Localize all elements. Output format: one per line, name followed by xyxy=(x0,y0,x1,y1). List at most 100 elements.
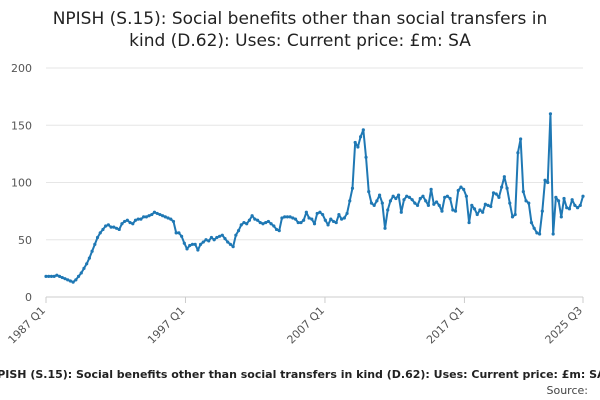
data-point[interactable] xyxy=(161,214,165,218)
data-point[interactable] xyxy=(169,217,173,221)
data-point[interactable] xyxy=(546,180,550,185)
data-point[interactable] xyxy=(396,193,401,197)
data-point[interactable] xyxy=(44,274,48,278)
data-point[interactable] xyxy=(516,151,520,155)
data-point[interactable] xyxy=(481,210,485,214)
data-point[interactable] xyxy=(472,207,477,211)
data-point[interactable] xyxy=(559,215,563,219)
data-point[interactable] xyxy=(342,216,346,220)
data-point[interactable] xyxy=(171,219,176,224)
data-point[interactable] xyxy=(307,216,311,220)
data-point[interactable] xyxy=(567,207,572,211)
data-point[interactable] xyxy=(367,190,371,194)
data-point[interactable] xyxy=(429,187,433,191)
data-point[interactable] xyxy=(570,198,574,202)
data-point[interactable] xyxy=(361,128,365,132)
data-point[interactable] xyxy=(315,211,319,216)
data-point[interactable] xyxy=(386,208,390,212)
data-point[interactable] xyxy=(158,212,162,217)
data-point[interactable] xyxy=(188,243,192,248)
data-point[interactable] xyxy=(377,193,382,197)
data-point[interactable] xyxy=(150,212,154,217)
data-point[interactable] xyxy=(581,194,585,198)
data-point[interactable] xyxy=(76,274,81,278)
data-point[interactable] xyxy=(87,256,91,260)
data-point[interactable] xyxy=(139,217,143,221)
data-point[interactable] xyxy=(410,198,414,202)
data-point[interactable] xyxy=(364,155,368,159)
data-point[interactable] xyxy=(321,212,325,217)
data-point[interactable] xyxy=(524,199,528,203)
data-point[interactable] xyxy=(299,220,303,225)
data-point[interactable] xyxy=(394,196,398,201)
data-point[interactable] xyxy=(220,233,224,237)
data-point[interactable] xyxy=(312,222,317,226)
data-point[interactable] xyxy=(293,217,298,221)
data-point[interactable] xyxy=(228,242,233,246)
data-point[interactable] xyxy=(475,212,479,217)
data-point[interactable] xyxy=(95,235,100,240)
data-point[interactable] xyxy=(223,237,227,241)
data-point[interactable] xyxy=(114,226,119,230)
data-point[interactable] xyxy=(74,278,78,282)
data-point[interactable] xyxy=(462,187,466,191)
data-point[interactable] xyxy=(274,227,279,232)
data-point[interactable] xyxy=(302,218,306,222)
data-point[interactable] xyxy=(432,202,436,206)
data-point[interactable] xyxy=(242,220,246,225)
data-point[interactable] xyxy=(68,279,73,283)
data-point[interactable] xyxy=(264,220,268,225)
data-point[interactable] xyxy=(329,217,333,221)
data-point[interactable] xyxy=(79,271,83,275)
data-point[interactable] xyxy=(142,215,146,219)
data-point[interactable] xyxy=(478,208,482,212)
data-point[interactable] xyxy=(562,196,566,201)
data-point[interactable] xyxy=(180,234,184,238)
data-point[interactable] xyxy=(421,194,425,198)
data-point[interactable] xyxy=(407,195,412,199)
data-point[interactable] xyxy=(52,274,56,278)
data-point[interactable] xyxy=(445,194,449,198)
data-point[interactable] xyxy=(131,222,135,226)
data-point[interactable] xyxy=(163,215,167,219)
data-point[interactable] xyxy=(63,277,67,281)
data-point[interactable] xyxy=(369,201,374,205)
data-point[interactable] xyxy=(285,215,289,219)
data-point[interactable] xyxy=(451,208,455,212)
data-point[interactable] xyxy=(464,194,468,198)
data-point[interactable] xyxy=(448,196,452,201)
data-point[interactable] xyxy=(104,224,108,228)
data-point[interactable] xyxy=(177,231,181,235)
data-point[interactable] xyxy=(120,222,124,226)
data-point[interactable] xyxy=(453,209,458,213)
data-point[interactable] xyxy=(193,242,197,246)
data-point[interactable] xyxy=(521,190,525,194)
data-point[interactable] xyxy=(136,217,140,221)
data-point[interactable] xyxy=(123,219,127,224)
data-point[interactable] xyxy=(49,274,54,278)
data-point[interactable] xyxy=(318,210,322,214)
data-point[interactable] xyxy=(519,137,523,141)
data-point[interactable] xyxy=(470,203,474,207)
data-point[interactable] xyxy=(510,215,515,219)
data-point[interactable] xyxy=(272,224,276,228)
data-point[interactable] xyxy=(310,217,314,221)
data-point[interactable] xyxy=(201,240,205,244)
data-point[interactable] xyxy=(573,203,577,207)
data-point[interactable] xyxy=(456,188,460,193)
data-point[interactable] xyxy=(348,199,352,203)
data-point[interactable] xyxy=(207,239,211,243)
data-point[interactable] xyxy=(575,206,580,210)
data-point[interactable] xyxy=(350,186,355,190)
data-point[interactable] xyxy=(288,215,292,219)
data-point[interactable] xyxy=(405,194,409,198)
data-point[interactable] xyxy=(500,185,504,189)
data-point[interactable] xyxy=(253,217,257,221)
data-point[interactable] xyxy=(375,199,379,203)
data-point[interactable] xyxy=(269,222,273,226)
data-point[interactable] xyxy=(467,220,471,225)
data-point[interactable] xyxy=(71,280,75,284)
data-point[interactable] xyxy=(174,231,178,235)
data-point[interactable] xyxy=(356,145,360,149)
data-point[interactable] xyxy=(459,185,463,189)
